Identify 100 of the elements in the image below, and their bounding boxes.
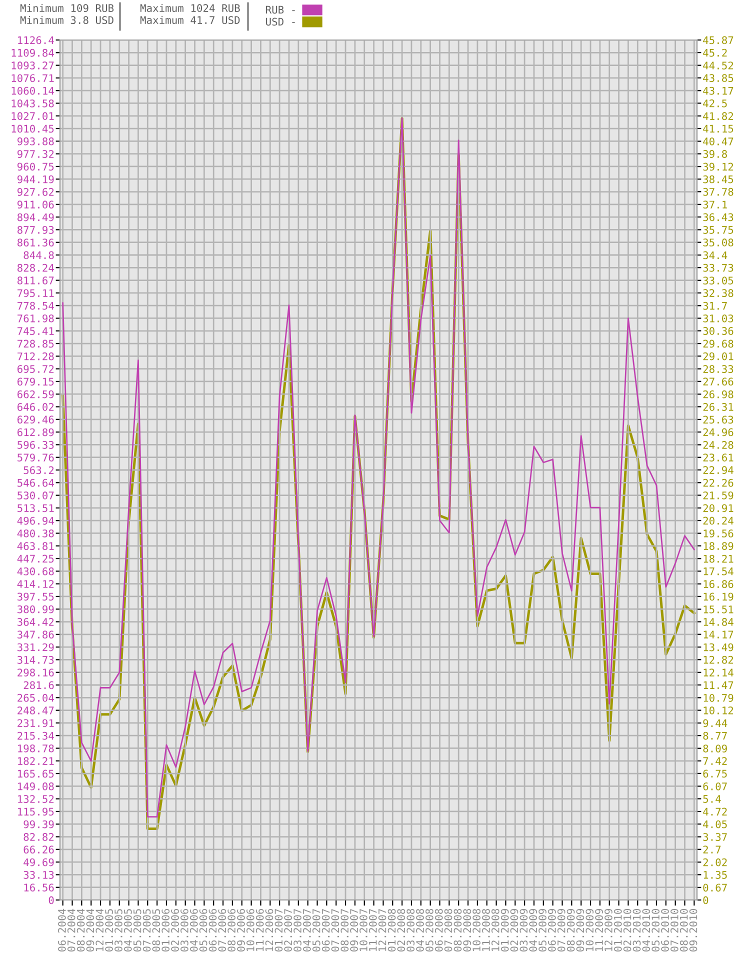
x-tick-label: 03.2010	[632, 909, 641, 952]
y2-tick-label: 9.44	[703, 719, 728, 728]
x-tick-label: 12.2004	[96, 908, 104, 951]
text: Maximum 1024 RUB	[140, 4, 240, 12]
x-tick-label: 12.2009	[604, 909, 612, 951]
x-tick-label: 03.2007	[294, 909, 302, 952]
y2-tick-label: 37.78	[703, 188, 734, 196]
x-tick-label: 04.2007	[303, 909, 311, 952]
y-tick-label: 795.11	[18, 289, 54, 298]
x-tick-label: 01.2005	[105, 909, 113, 952]
y2-tick-label: 13.49	[704, 643, 734, 652]
y2-tick-label: 32.38	[703, 289, 734, 298]
y2-tick-label: 15.51	[704, 606, 734, 614]
y2-tick-label: 25.63	[703, 416, 734, 424]
y2-tick-label: 6.75	[703, 770, 727, 778]
text: Minimum 3.8 USD	[20, 16, 114, 24]
x-tick-label: 11.2006	[256, 909, 264, 951]
y2-tick-label: 39.8	[703, 150, 727, 158]
legend-label: RUB -	[266, 6, 295, 14]
y-tick-label: 149.08	[18, 782, 54, 790]
x-tick-label: 02.2008	[397, 909, 406, 952]
y2-tick-label: 34.4	[703, 251, 728, 260]
y2-tick-label: 26.98	[703, 390, 734, 398]
x-tick-label: 02.2010	[623, 909, 632, 952]
x-tick-label: 03.2005	[114, 909, 122, 952]
y2-tick-label: 2.7	[703, 846, 721, 854]
x-tick-label: 09.2009	[576, 909, 584, 952]
y2-tick-label: 18.21	[704, 554, 734, 563]
x-tick-label: 04.2005	[124, 909, 132, 952]
x-tick-label: 12.2008	[491, 909, 500, 951]
x-tick-label: 04.2009	[529, 909, 538, 952]
x-tick-label: 12.2006	[265, 909, 274, 951]
x-tick-label: 08.2010	[680, 909, 688, 952]
y-tick-label: 761.98	[18, 314, 54, 322]
x-tick-label: 08.2005	[152, 909, 160, 952]
y2-tick-label: 31.03	[703, 314, 734, 322]
y2-tick-label: 29.68	[703, 340, 734, 348]
y2-tick-label: 24.96	[703, 428, 734, 436]
y2-tick-label: 43.17	[703, 86, 734, 95]
y2-tick-label: 24.28	[703, 441, 734, 449]
x-tick-label: 02.2009	[510, 909, 518, 952]
y-tick-label: 712.28	[18, 352, 54, 360]
x-tick-label: 05.2010	[652, 909, 660, 952]
y-tick-label: 314.73	[18, 656, 54, 664]
y-tick-label: 1076.71	[12, 74, 54, 82]
x-tick-label: 09.2006	[237, 909, 245, 952]
y2-tick-label: 8.77	[703, 732, 727, 740]
x-tick-label: 07.2007	[331, 909, 340, 952]
y-tick-label: 298.16	[18, 668, 54, 676]
y2-tick-label: 11.47	[704, 681, 734, 689]
y-tick-label: 993.88	[17, 137, 54, 146]
x-tick-label: 01.2007	[274, 909, 283, 952]
x-tick-label: 06.2004	[58, 908, 66, 952]
y-tick-label: 662.59	[17, 390, 54, 398]
y-tick-label: 447.25	[17, 554, 54, 563]
x-tick-label: 07.2005	[142, 909, 151, 952]
y-tick-label: 331.29	[18, 643, 54, 652]
y2-tick-label: 31.7	[703, 302, 727, 310]
y2-tick-label: 26.31	[703, 402, 734, 411]
x-tick-label: 08.2009	[566, 909, 575, 952]
y-tick-label: 430.68	[17, 567, 54, 576]
y2-tick-label: 20.24	[703, 516, 734, 525]
y-tick-label: 728.85	[18, 340, 54, 348]
y-tick-label: 844.8	[24, 251, 54, 260]
y2-tick-label: 41.15	[703, 124, 734, 133]
x-tick-label: 10.2008	[472, 909, 480, 951]
x-tick-label: 06.2009	[548, 909, 556, 952]
y-tick-label: 960.75	[17, 162, 54, 171]
y2-tick-label: 28.33	[703, 365, 734, 373]
y-tick-label: 612.89	[17, 428, 54, 436]
x-tick-label: 01.2010	[614, 909, 622, 952]
y2-tick-label: 5.4	[703, 795, 721, 803]
y2-tick-label: 45.2	[703, 48, 727, 57]
y2-tick-label: 10.12	[704, 706, 734, 714]
y-tick-label: 1109.84	[12, 48, 54, 57]
y-tick-label: 1060.14	[12, 86, 54, 95]
y-tick-label: 927.62	[17, 188, 54, 196]
x-tick-label: 05.2007	[312, 909, 320, 952]
x-tick-label: 06.2007	[322, 909, 330, 952]
x-tick-label: 04.2008	[416, 909, 424, 952]
y2-tick-label: 35.08	[703, 238, 734, 246]
x-tick-label: 10.2006	[246, 909, 254, 951]
y-tick-label: 16.56	[24, 884, 54, 892]
y-tick-label: 513.51	[18, 504, 54, 512]
y-tick-label: 1027.01	[12, 112, 54, 120]
x-tick-label: 07.2004	[67, 908, 76, 952]
y2-tick-label: 33.05	[703, 276, 734, 284]
y-tick-label: 0	[48, 896, 54, 904]
x-tick-label: 04.2010	[642, 909, 650, 952]
y-tick-label: 347.86	[18, 630, 54, 639]
x-tick-label: 03.2009	[520, 909, 528, 952]
x-tick-label: 05.2009	[538, 909, 546, 952]
y-tick-label: 115.95	[18, 808, 54, 816]
y-tick-label: 66.26	[24, 846, 54, 854]
x-tick-label: 06.2010	[661, 909, 669, 952]
y-tick-label: 596.33	[18, 440, 54, 449]
y-tick-label: 496.94	[17, 516, 54, 525]
y-tick-label: 563.2	[24, 466, 54, 474]
y2-tick-label: 3.37	[703, 833, 727, 841]
y-tick-label: 281.6	[24, 681, 54, 690]
